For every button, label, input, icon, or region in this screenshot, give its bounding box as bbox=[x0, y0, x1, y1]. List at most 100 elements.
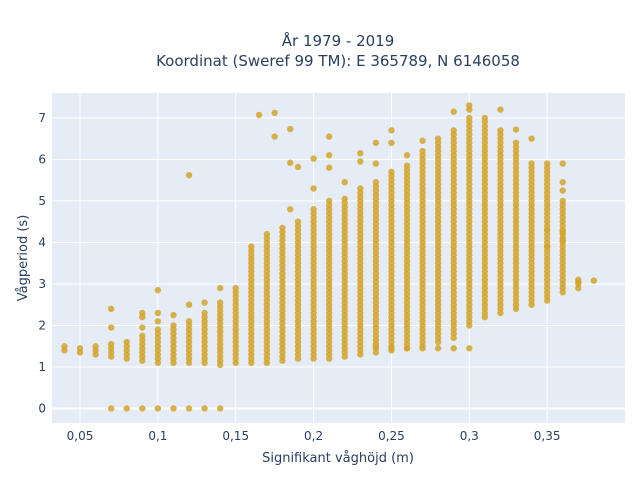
data-point bbox=[466, 114, 473, 122]
data-point bbox=[388, 139, 395, 147]
data-point bbox=[543, 160, 551, 167]
data-point bbox=[341, 179, 348, 186]
data-point bbox=[466, 106, 473, 113]
data-point bbox=[559, 160, 566, 167]
data-point bbox=[154, 309, 162, 317]
data-point bbox=[372, 343, 380, 350]
data-point bbox=[481, 114, 489, 122]
plot-area bbox=[52, 93, 625, 423]
x-axis-title: Signifikant våghöjd (m) bbox=[262, 451, 414, 466]
y-tick-label: 1 bbox=[38, 360, 46, 374]
data-point bbox=[201, 299, 208, 306]
y-tick-label: 3 bbox=[38, 277, 46, 291]
data-point bbox=[139, 332, 146, 340]
data-point bbox=[372, 160, 380, 167]
data-point bbox=[403, 152, 411, 159]
y-tick-label: 2 bbox=[38, 318, 46, 332]
chart-title-line1: År 1979 - 2019 bbox=[282, 31, 395, 50]
data-point bbox=[185, 301, 193, 308]
data-point bbox=[170, 311, 177, 319]
data-point bbox=[419, 147, 426, 155]
data-point bbox=[107, 340, 115, 348]
x-tick-label: 0,05 bbox=[67, 429, 94, 443]
data-point bbox=[512, 126, 520, 133]
data-point bbox=[271, 133, 278, 140]
data-point bbox=[310, 155, 317, 162]
data-point bbox=[123, 338, 130, 346]
data-point bbox=[450, 127, 457, 134]
data-point bbox=[497, 106, 504, 113]
data-point bbox=[170, 405, 177, 412]
y-tick-label: 6 bbox=[38, 152, 46, 166]
data-point bbox=[263, 230, 271, 238]
data-point bbox=[271, 109, 278, 117]
data-point bbox=[434, 345, 442, 352]
data-point bbox=[185, 318, 193, 325]
data-point bbox=[559, 179, 566, 186]
data-point bbox=[450, 345, 457, 352]
data-point bbox=[357, 158, 364, 165]
data-point bbox=[543, 243, 551, 250]
data-point bbox=[325, 197, 333, 205]
y-tick-label: 7 bbox=[38, 111, 46, 125]
data-point bbox=[419, 137, 426, 144]
data-point bbox=[185, 171, 193, 179]
data-point bbox=[170, 322, 177, 329]
data-point bbox=[388, 168, 395, 176]
data-point bbox=[61, 343, 68, 350]
data-point bbox=[185, 405, 193, 412]
data-point bbox=[543, 226, 551, 234]
data-point bbox=[325, 133, 333, 140]
y-tick-label: 5 bbox=[38, 194, 46, 208]
data-point bbox=[372, 139, 380, 147]
x-tick-label: 0,3 bbox=[460, 429, 479, 443]
data-point bbox=[287, 125, 294, 133]
data-point bbox=[279, 224, 286, 232]
data-point bbox=[232, 284, 239, 292]
data-point bbox=[154, 326, 162, 333]
data-point bbox=[559, 187, 566, 194]
data-point bbox=[512, 139, 520, 147]
data-point bbox=[403, 162, 411, 169]
data-point bbox=[139, 313, 146, 321]
data-point bbox=[255, 111, 263, 119]
data-point bbox=[107, 405, 115, 412]
data-point bbox=[310, 185, 317, 192]
data-point bbox=[92, 343, 99, 350]
y-axis-ticks: 0 1 2 3 4 5 6 7 bbox=[38, 111, 46, 416]
x-tick-label: 0,35 bbox=[534, 429, 561, 443]
data-point bbox=[107, 305, 115, 313]
data-point bbox=[154, 405, 162, 412]
data-point bbox=[434, 135, 442, 142]
data-point bbox=[139, 324, 146, 331]
data-point bbox=[76, 345, 84, 352]
data-point bbox=[216, 405, 224, 412]
x-tick-label: 0,15 bbox=[222, 429, 249, 443]
x-tick-label: 0,25 bbox=[378, 429, 405, 443]
data-point bbox=[590, 277, 598, 284]
data-point bbox=[201, 405, 208, 412]
x-axis-ticks: 0,05 0,1 0,15 0,2 0,25 0,3 0,35 bbox=[67, 429, 561, 443]
y-axis-title: Vågperiod (s) bbox=[16, 215, 31, 302]
data-point bbox=[497, 127, 504, 134]
y-tick-label: 4 bbox=[38, 235, 46, 249]
data-point bbox=[123, 405, 130, 412]
y-tick-label: 0 bbox=[38, 401, 46, 415]
data-point bbox=[575, 278, 582, 286]
data-point bbox=[139, 405, 146, 412]
data-point bbox=[388, 127, 395, 134]
data-point bbox=[466, 345, 473, 352]
data-point bbox=[325, 152, 333, 159]
data-point bbox=[528, 160, 535, 167]
data-point bbox=[388, 345, 395, 352]
data-point bbox=[216, 299, 224, 306]
data-point bbox=[559, 197, 566, 205]
data-point bbox=[403, 345, 411, 352]
data-point bbox=[154, 318, 162, 325]
x-tick-label: 0,1 bbox=[148, 429, 167, 443]
data-point bbox=[450, 108, 457, 115]
data-point bbox=[341, 195, 348, 203]
data-point bbox=[248, 243, 255, 250]
